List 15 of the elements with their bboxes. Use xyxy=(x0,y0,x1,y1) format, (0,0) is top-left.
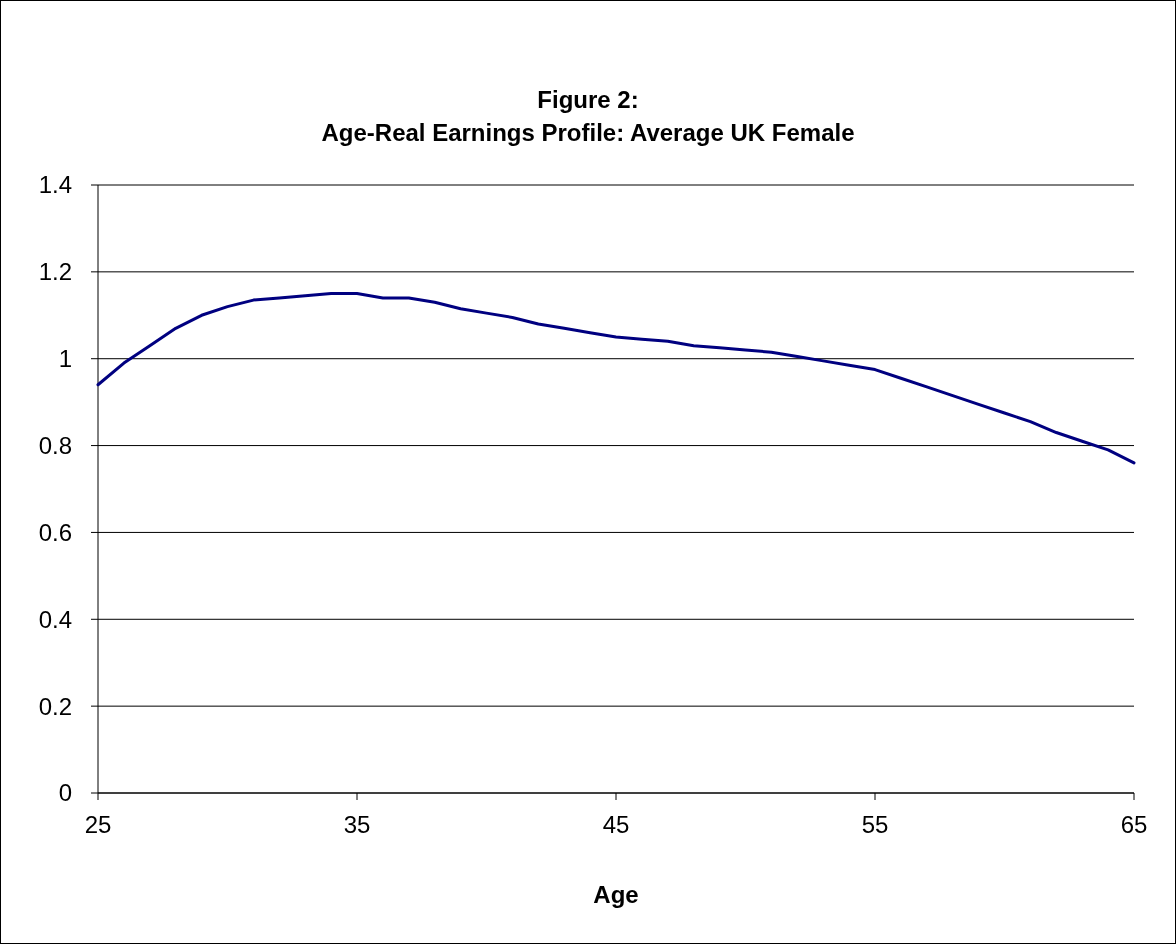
y-tick-label: 1.4 xyxy=(38,171,72,199)
x-tick-label: 45 xyxy=(602,811,630,838)
x-axis-title: Age xyxy=(593,881,639,908)
chart-title: Figure 2: Age-Real Earnings Profile: Average UK Female xyxy=(321,86,855,146)
x-tick-label: 55 xyxy=(861,811,889,838)
y-tick-label: 1.2 xyxy=(38,258,72,286)
y-tick-label: 1 xyxy=(58,345,72,373)
y-tick-label: 0.2 xyxy=(38,692,72,720)
x-tick-label: 35 xyxy=(343,811,371,838)
x-tick-label: 65 xyxy=(1120,811,1148,838)
y-tick-label: 0.6 xyxy=(38,518,72,546)
y-tick-label: 0 xyxy=(58,779,72,807)
y-tick-label: 0.8 xyxy=(38,431,72,459)
y-tick-label: 0.4 xyxy=(38,605,72,633)
x-tick-label: 25 xyxy=(84,811,112,838)
